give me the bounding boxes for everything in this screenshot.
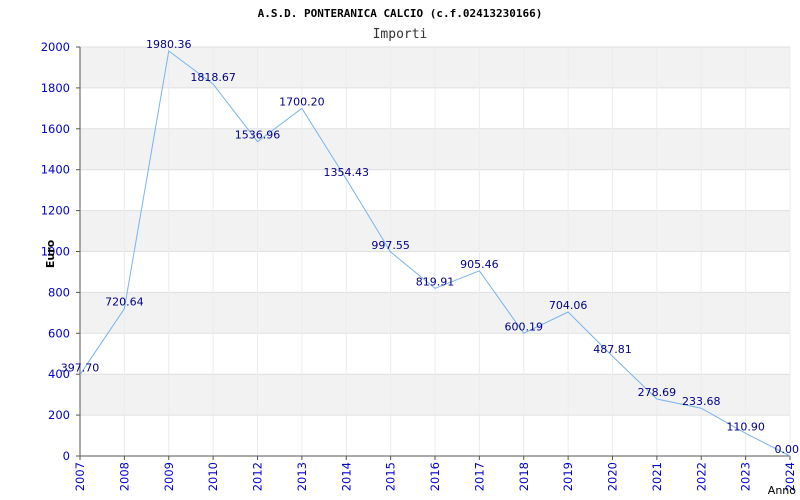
x-tick-label: 2016 xyxy=(428,462,442,491)
series-line xyxy=(79,50,791,457)
y-tick-label: 1200 xyxy=(41,204,70,218)
data-label: 905.46 xyxy=(460,258,499,271)
data-label: 487.81 xyxy=(593,343,632,356)
y-tick-label: 800 xyxy=(48,285,70,299)
x-tick-label: 2024 xyxy=(783,462,797,491)
y-tick-label: 0 xyxy=(63,449,70,463)
data-label: 0.00 xyxy=(775,443,800,456)
data-label: 819.91 xyxy=(416,275,455,288)
data-label: 397.70 xyxy=(61,362,100,375)
y-tick-labels: 0 200 400 600 800 1000 1200 1400 1600 1800 2000 xyxy=(41,40,70,463)
y-tick-label: 400 xyxy=(48,367,70,381)
x-tick-label: 2013 xyxy=(295,462,309,491)
x-tick-label: 2022 xyxy=(694,462,708,491)
y-tick-label: 200 xyxy=(48,408,70,422)
data-label: 278.69 xyxy=(638,386,677,399)
y-tick-label: 1600 xyxy=(41,122,70,136)
data-label: 1700.20 xyxy=(279,95,325,108)
data-label: 1354.43 xyxy=(324,166,370,179)
chart-subtitle: Importi xyxy=(373,27,428,42)
data-label: 110.90 xyxy=(726,420,765,433)
x-tick-label: 2017 xyxy=(472,462,486,491)
x-tick-label: 2018 xyxy=(517,462,531,491)
data-label: 704.06 xyxy=(549,299,588,312)
y-tick-label: 600 xyxy=(48,326,70,340)
x-tick-label: 2015 xyxy=(384,462,398,491)
data-label: 233.68 xyxy=(682,395,721,408)
x-tick-label: 2007 xyxy=(73,462,87,491)
data-label: 720.64 xyxy=(105,296,144,309)
x-tick-label: 2012 xyxy=(251,462,265,491)
data-label: 1536.96 xyxy=(235,129,281,142)
x-tick-labels: 2007 2008 2009 2010 2012 2013 2014 2015 2016 2017… xyxy=(73,462,797,491)
x-tick-label: 2020 xyxy=(606,462,620,491)
chart-title: A.S.D. PONTERANICA CALCIO (c.f.024132301… xyxy=(258,7,543,20)
x-tick-label: 2010 xyxy=(206,462,220,491)
data-labels: 397.70 720.64 1980.36 1818.67 1536.96 1700.20… xyxy=(61,38,799,456)
x-tick-label: 2023 xyxy=(739,462,753,491)
x-tick-label: 2009 xyxy=(162,462,176,491)
x-tick-label: 2014 xyxy=(339,462,353,491)
y-tick-label: 1000 xyxy=(41,245,70,259)
y-tick-label: 2000 xyxy=(41,40,70,54)
x-tick-label: 2008 xyxy=(117,462,131,491)
y-tick-label: 1400 xyxy=(41,163,70,177)
x-axis-label: Anno xyxy=(768,484,796,497)
data-label: 1980.36 xyxy=(146,38,192,51)
data-label: 600.19 xyxy=(505,320,544,333)
data-label: 1818.67 xyxy=(190,71,236,84)
axes xyxy=(76,46,791,460)
y-tick-label: 1800 xyxy=(41,81,70,95)
x-tick-label: 2021 xyxy=(650,462,664,491)
data-label: 997.55 xyxy=(371,239,410,252)
y-axis-label: Euro xyxy=(44,239,57,268)
x-tick-label: 2019 xyxy=(561,462,575,491)
